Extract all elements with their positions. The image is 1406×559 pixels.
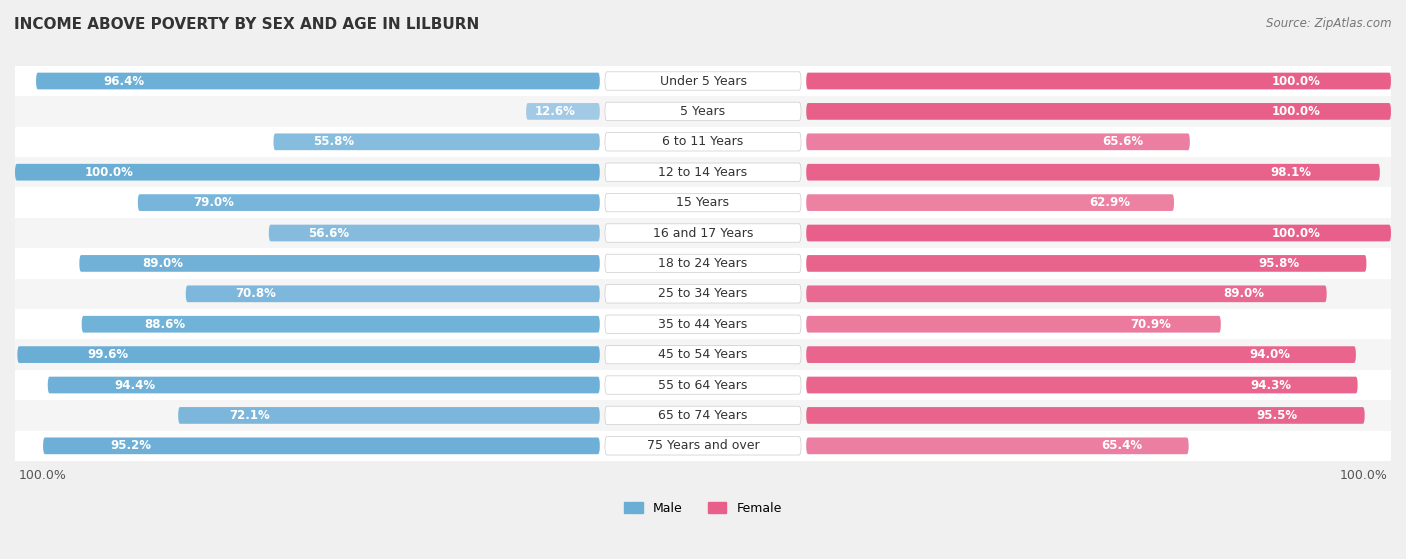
FancyBboxPatch shape [605, 193, 801, 212]
FancyBboxPatch shape [605, 224, 801, 242]
FancyBboxPatch shape [605, 437, 801, 455]
Text: 89.0%: 89.0% [1223, 287, 1264, 300]
Text: 89.0%: 89.0% [142, 257, 183, 270]
FancyBboxPatch shape [806, 407, 1365, 424]
Text: 99.6%: 99.6% [87, 348, 128, 361]
Legend: Male, Female: Male, Female [619, 497, 787, 520]
FancyBboxPatch shape [82, 316, 600, 333]
FancyBboxPatch shape [526, 103, 600, 120]
FancyBboxPatch shape [44, 438, 600, 454]
FancyBboxPatch shape [15, 309, 1391, 339]
FancyBboxPatch shape [15, 218, 1391, 248]
FancyBboxPatch shape [269, 225, 600, 241]
FancyBboxPatch shape [15, 66, 1391, 96]
FancyBboxPatch shape [15, 187, 1391, 218]
Text: 62.9%: 62.9% [1088, 196, 1130, 209]
Text: 45 to 54 Years: 45 to 54 Years [658, 348, 748, 361]
FancyBboxPatch shape [806, 286, 1327, 302]
Text: 100.0%: 100.0% [1272, 105, 1320, 118]
FancyBboxPatch shape [179, 407, 600, 424]
FancyBboxPatch shape [15, 430, 1391, 461]
FancyBboxPatch shape [15, 126, 1391, 157]
FancyBboxPatch shape [806, 164, 1379, 181]
FancyBboxPatch shape [79, 255, 600, 272]
Text: 88.6%: 88.6% [143, 318, 186, 331]
Text: 12.6%: 12.6% [534, 105, 576, 118]
FancyBboxPatch shape [806, 103, 1391, 120]
FancyBboxPatch shape [605, 254, 801, 273]
Text: 15 Years: 15 Years [676, 196, 730, 209]
FancyBboxPatch shape [15, 164, 600, 181]
Text: INCOME ABOVE POVERTY BY SEX AND AGE IN LILBURN: INCOME ABOVE POVERTY BY SEX AND AGE IN L… [14, 17, 479, 32]
Text: 95.8%: 95.8% [1258, 257, 1299, 270]
Text: 98.1%: 98.1% [1270, 165, 1310, 179]
Text: 65 to 74 Years: 65 to 74 Years [658, 409, 748, 422]
FancyBboxPatch shape [605, 285, 801, 303]
Text: 12 to 14 Years: 12 to 14 Years [658, 165, 748, 179]
Text: Under 5 Years: Under 5 Years [659, 74, 747, 88]
Text: 94.4%: 94.4% [114, 378, 155, 391]
Text: 65.4%: 65.4% [1102, 439, 1143, 452]
Text: 94.3%: 94.3% [1250, 378, 1292, 391]
FancyBboxPatch shape [15, 96, 1391, 126]
Text: 100.0%: 100.0% [18, 468, 66, 482]
FancyBboxPatch shape [806, 377, 1358, 394]
Text: 100.0%: 100.0% [1340, 468, 1388, 482]
Text: 25 to 34 Years: 25 to 34 Years [658, 287, 748, 300]
Text: 95.5%: 95.5% [1257, 409, 1298, 422]
FancyBboxPatch shape [605, 315, 801, 333]
Text: 72.1%: 72.1% [229, 409, 270, 422]
Text: 18 to 24 Years: 18 to 24 Years [658, 257, 748, 270]
FancyBboxPatch shape [15, 400, 1391, 430]
Text: 70.9%: 70.9% [1130, 318, 1171, 331]
Text: 79.0%: 79.0% [193, 196, 235, 209]
Text: 55 to 64 Years: 55 to 64 Years [658, 378, 748, 391]
FancyBboxPatch shape [15, 370, 1391, 400]
Text: 75 Years and over: 75 Years and over [647, 439, 759, 452]
FancyBboxPatch shape [605, 102, 801, 121]
FancyBboxPatch shape [605, 72, 801, 90]
Text: 5 Years: 5 Years [681, 105, 725, 118]
FancyBboxPatch shape [15, 248, 1391, 278]
FancyBboxPatch shape [15, 339, 1391, 370]
Text: 100.0%: 100.0% [1272, 74, 1320, 88]
Text: 96.4%: 96.4% [104, 74, 145, 88]
Text: 95.2%: 95.2% [110, 439, 150, 452]
FancyBboxPatch shape [605, 132, 801, 151]
Text: 100.0%: 100.0% [1272, 226, 1320, 239]
FancyBboxPatch shape [15, 278, 1391, 309]
FancyBboxPatch shape [806, 134, 1189, 150]
FancyBboxPatch shape [605, 163, 801, 182]
Text: 94.0%: 94.0% [1249, 348, 1289, 361]
Text: 6 to 11 Years: 6 to 11 Years [662, 135, 744, 148]
FancyBboxPatch shape [48, 377, 600, 394]
FancyBboxPatch shape [806, 194, 1174, 211]
Text: 56.6%: 56.6% [308, 226, 350, 239]
Text: Source: ZipAtlas.com: Source: ZipAtlas.com [1267, 17, 1392, 30]
Text: 55.8%: 55.8% [312, 135, 354, 148]
FancyBboxPatch shape [138, 194, 600, 211]
FancyBboxPatch shape [806, 316, 1220, 333]
FancyBboxPatch shape [605, 406, 801, 425]
FancyBboxPatch shape [15, 157, 1391, 187]
Text: 100.0%: 100.0% [86, 165, 134, 179]
FancyBboxPatch shape [806, 438, 1188, 454]
FancyBboxPatch shape [274, 134, 600, 150]
FancyBboxPatch shape [605, 376, 801, 394]
Text: 35 to 44 Years: 35 to 44 Years [658, 318, 748, 331]
Text: 70.8%: 70.8% [235, 287, 277, 300]
FancyBboxPatch shape [806, 73, 1391, 89]
Text: 65.6%: 65.6% [1102, 135, 1144, 148]
FancyBboxPatch shape [37, 73, 600, 89]
FancyBboxPatch shape [806, 225, 1391, 241]
FancyBboxPatch shape [806, 255, 1367, 272]
FancyBboxPatch shape [186, 286, 600, 302]
Text: 16 and 17 Years: 16 and 17 Years [652, 226, 754, 239]
FancyBboxPatch shape [806, 346, 1355, 363]
FancyBboxPatch shape [605, 345, 801, 364]
FancyBboxPatch shape [17, 346, 600, 363]
